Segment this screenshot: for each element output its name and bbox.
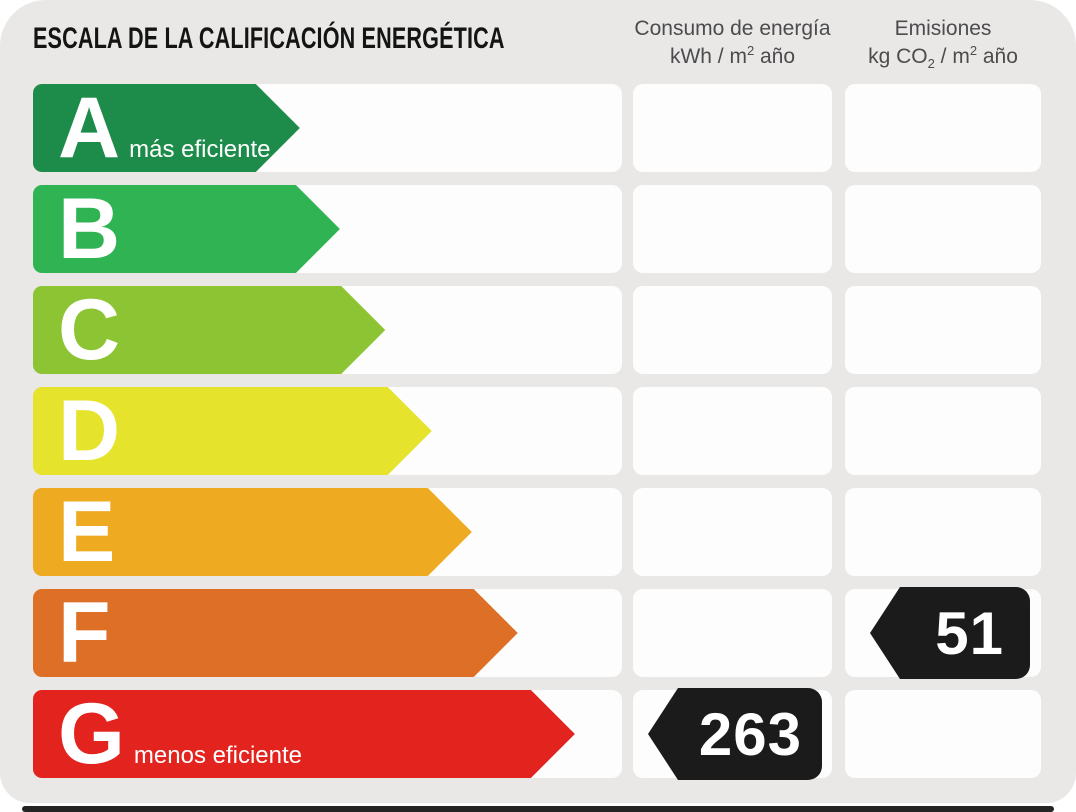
- scale-row-f: F 51: [33, 587, 1041, 679]
- scale-letter: G: [58, 686, 125, 782]
- consumption-cell: [633, 185, 832, 273]
- scale-letter: E: [58, 484, 116, 580]
- scale-track: A más eficiente: [33, 84, 622, 172]
- unit-text: kWh / m: [669, 45, 747, 68]
- unit-text: kg CO: [868, 45, 928, 68]
- scale-letter: C: [58, 282, 121, 378]
- scale-row-c: C: [33, 286, 1041, 374]
- scale-rows: A más eficiente B C: [33, 84, 1041, 791]
- emissions-cell: [845, 488, 1041, 576]
- unit-subscript: 2: [927, 56, 935, 72]
- consumption-cell: [633, 286, 832, 374]
- scale-row-a: A más eficiente: [33, 84, 1041, 172]
- scale-track: C: [33, 286, 622, 374]
- scale-letter: D: [58, 383, 121, 479]
- scale-sublabel: menos eficiente: [133, 742, 302, 769]
- scale-arrow-c: C: [33, 286, 385, 374]
- scale-letter: B: [58, 181, 121, 277]
- emissions-header-unit: kg CO2 / m2 año: [845, 43, 1041, 71]
- consumption-column-header: Consumo de energía kWh / m2 año: [633, 15, 832, 71]
- emissions-cell: [845, 690, 1041, 778]
- unit-text: año: [977, 45, 1018, 68]
- unit-superscript: 2: [969, 43, 978, 58]
- consumption-header-title: Consumo de energía: [634, 17, 831, 40]
- scale-letter: A: [58, 80, 121, 176]
- scale-arrow-b: B: [33, 185, 340, 273]
- scale-arrow-f: F: [33, 589, 518, 677]
- scale-arrow-d: D: [33, 387, 432, 475]
- emissions-value: 51: [935, 599, 1004, 667]
- consumption-cell: [633, 589, 832, 677]
- emissions-cell: [845, 185, 1041, 273]
- scale-arrow-g: G menos eficiente: [33, 690, 575, 778]
- emissions-cell: 51: [845, 587, 1041, 679]
- scale-track: D: [33, 387, 622, 475]
- scale-row-e: E: [33, 488, 1041, 576]
- scale-arrow-a: A más eficiente: [33, 84, 300, 172]
- consumption-cell: 263: [633, 688, 832, 780]
- scale-row-g: G menos eficiente 263: [33, 688, 1041, 780]
- page-title: ESCALA DE LA CALIFICACIÓN ENERGÉTICA: [33, 22, 505, 55]
- scale-track: B: [33, 185, 622, 273]
- unit-text: año: [754, 45, 796, 68]
- unit-superscript: 2: [746, 43, 755, 58]
- emissions-cell: [845, 387, 1041, 475]
- consumption-header-unit: kWh / m2 año: [633, 43, 832, 71]
- bottom-divider: [22, 806, 1054, 812]
- scale-arrow-e: E: [33, 488, 472, 576]
- scale-track: E: [33, 488, 622, 576]
- consumption-cell: [633, 387, 832, 475]
- scale-sublabel: más eficiente: [129, 136, 271, 163]
- emissions-column-header: Emisiones kg CO2 / m2 año: [845, 15, 1041, 71]
- emissions-badge: 51: [870, 587, 1030, 679]
- emissions-cell: [845, 84, 1041, 172]
- consumption-value: 263: [698, 700, 802, 768]
- scale-row-b: B: [33, 185, 1041, 273]
- emissions-header-title: Emisiones: [894, 17, 992, 40]
- emissions-cell: [845, 286, 1041, 374]
- scale-track: G menos eficiente: [33, 690, 622, 778]
- scale-letter: F: [58, 585, 111, 681]
- scale-row-d: D: [33, 387, 1041, 475]
- scale-track: F: [33, 589, 622, 677]
- consumption-cell: [633, 488, 832, 576]
- consumption-cell: [633, 84, 832, 172]
- unit-text: / m: [934, 45, 970, 68]
- consumption-badge: 263: [648, 688, 822, 780]
